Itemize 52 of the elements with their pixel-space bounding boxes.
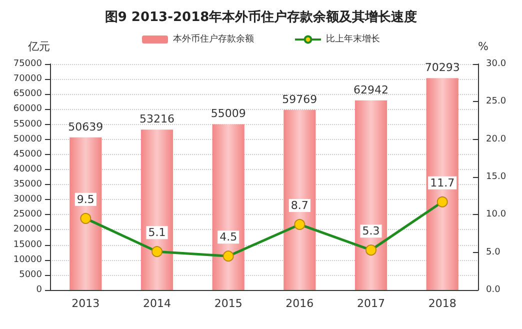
y2-tick-label: 15.0 bbox=[486, 172, 506, 182]
data-label: 5.3 bbox=[362, 224, 380, 238]
y2-axis-title: % bbox=[478, 40, 488, 53]
y2-tick-label: 20.0 bbox=[486, 134, 506, 144]
bar bbox=[140, 130, 174, 290]
bar bbox=[212, 124, 244, 290]
bar bbox=[354, 100, 388, 290]
x-tick-label: 2016 bbox=[286, 297, 314, 310]
y-tick-label: 15000 bbox=[13, 240, 42, 250]
y-tick-label: 55000 bbox=[13, 119, 42, 130]
y-tick-label: 35000 bbox=[13, 180, 42, 190]
data-label: 11.7 bbox=[430, 176, 455, 190]
x-tick-label: 2017 bbox=[357, 297, 385, 310]
data-label: 55009 bbox=[210, 107, 246, 120]
y-tick-label: 30000 bbox=[13, 194, 42, 205]
y2-tick-label: 30.0 bbox=[486, 59, 506, 69]
data-label: 5.1 bbox=[148, 226, 166, 240]
y-tick-label: 20000 bbox=[13, 224, 42, 235]
y-tick-label: 25000 bbox=[13, 210, 42, 220]
y2-tick-label: 10.0 bbox=[486, 210, 506, 220]
y2-tick-label: 0.0 bbox=[486, 285, 501, 295]
y-tick-label: 60000 bbox=[13, 104, 42, 114]
data-label: 50639 bbox=[68, 120, 104, 134]
y-tick-label: 5000 bbox=[19, 270, 42, 280]
x-tick-label: 2013 bbox=[72, 297, 100, 310]
data-label: 59769 bbox=[282, 92, 318, 106]
bar bbox=[70, 137, 102, 290]
x-tick-label: 2018 bbox=[428, 297, 456, 310]
y-tick-label: 0 bbox=[36, 285, 42, 295]
y-tick-label: 40000 bbox=[13, 164, 42, 174]
y-axis-title: 亿元 bbox=[27, 40, 50, 53]
legend-label: 本外币住户存款余额 bbox=[173, 34, 254, 44]
bar bbox=[284, 110, 316, 290]
y-tick-label: 10000 bbox=[13, 254, 42, 265]
chart-title: 图9 2013-2018年本外币住户存款余额及其增长速度 bbox=[104, 9, 418, 25]
y-tick-label: 50000 bbox=[13, 134, 42, 144]
x-tick-label: 2015 bbox=[214, 297, 242, 310]
data-label: 53216 bbox=[140, 112, 174, 126]
y2-tick-label: 25.0 bbox=[486, 96, 506, 107]
y-tick-label: 70000 bbox=[13, 74, 42, 84]
y-tick-label: 65000 bbox=[13, 89, 42, 100]
legend-label: 比上年末增长 bbox=[326, 34, 380, 44]
y2-tick-label: 5.0 bbox=[486, 247, 501, 258]
x-tick-label: 2014 bbox=[143, 297, 171, 310]
data-label: 8.7 bbox=[290, 198, 308, 212]
y-tick-label: 75000 bbox=[13, 59, 42, 69]
data-label: 70293 bbox=[424, 61, 460, 74]
y-tick-label: 45000 bbox=[13, 149, 42, 160]
bar bbox=[426, 78, 458, 290]
data-label: 62942 bbox=[354, 83, 388, 96]
data-label: 9.5 bbox=[76, 192, 94, 206]
data-label: 4.5 bbox=[220, 230, 238, 244]
